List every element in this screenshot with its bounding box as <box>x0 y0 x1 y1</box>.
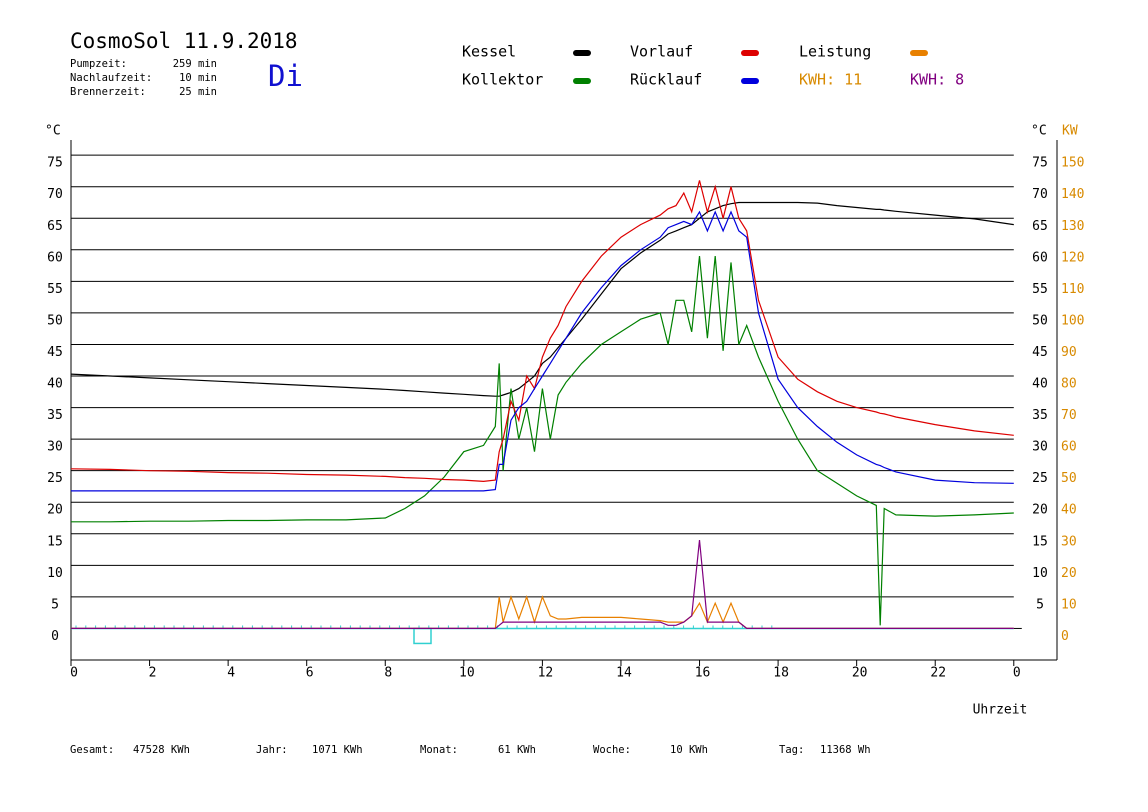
footer-label: Woche: <box>593 744 631 756</box>
x-tick-label: 10 <box>459 666 475 681</box>
x-tick-label: 6 <box>306 666 314 681</box>
y-tick-label-right: 55 <box>1032 282 1048 297</box>
legend-label: Kessel <box>462 43 516 61</box>
y2-tick-label: 60 <box>1061 440 1077 455</box>
y-tick-label-right: 10 <box>1032 566 1048 581</box>
y-tick-label: 60 <box>47 250 63 265</box>
y-tick-label: 10 <box>47 566 63 581</box>
footer-label: Gesamt: <box>70 744 114 756</box>
y2-tick-label: 30 <box>1061 534 1077 549</box>
y-axis-label: °C <box>45 124 61 139</box>
y-tick-label-right: 75 <box>1032 156 1048 171</box>
x-tick-label: 14 <box>616 666 632 681</box>
y-tick-label-right: 5 <box>1036 597 1044 612</box>
y-tick-label: 35 <box>47 408 63 423</box>
y-tick-label: 75 <box>47 156 63 171</box>
info-label: Pumpzeit: <box>70 58 127 70</box>
x-tick-label: 12 <box>538 666 554 681</box>
x-tick-label: 4 <box>227 666 235 681</box>
y-tick-label-right: 70 <box>1032 187 1048 202</box>
y2-tick-label: 10 <box>1061 597 1077 612</box>
series-line <box>71 210 1014 492</box>
x-tick-label: 20 <box>852 666 868 681</box>
y-tick-label: 25 <box>47 471 63 486</box>
footer-label: Monat: <box>420 744 458 756</box>
y-tick-label: 55 <box>47 282 63 297</box>
y2-tick-label: 50 <box>1061 471 1077 486</box>
info-value: 10 min <box>179 72 217 84</box>
y-tick-label: 45 <box>47 345 63 360</box>
x-tick-label: 16 <box>695 666 711 681</box>
x-tick-label: 0 <box>70 666 78 681</box>
x-tick-label: 8 <box>384 666 392 681</box>
y2-tick-label: 120 <box>1061 250 1084 265</box>
y2-tick-label: 70 <box>1061 408 1077 423</box>
legend-label: Kollektor <box>462 71 543 89</box>
y-tick-label: 20 <box>47 503 63 518</box>
y-tick-label: 0 <box>51 629 59 644</box>
info-value: 25 min <box>179 86 217 98</box>
series-line <box>71 540 1014 629</box>
footer-value: 61 KWh <box>498 744 536 756</box>
y-tick-label: 40 <box>47 377 63 392</box>
x-tick-label: 0 <box>1013 666 1021 681</box>
y-tick-label: 30 <box>47 440 63 455</box>
y2-tick-label: 110 <box>1061 282 1084 297</box>
x-tick-label: 22 <box>930 666 946 681</box>
y-tick-label-right: 30 <box>1032 440 1048 455</box>
y-tick-label-right: 50 <box>1032 313 1048 328</box>
y-tick-label-right: 40 <box>1032 377 1048 392</box>
x-tick-label: 18 <box>773 666 789 681</box>
y2-tick-label: 150 <box>1061 156 1084 171</box>
kwh-label: KWH: 11 <box>799 71 862 89</box>
y-tick-label: 65 <box>47 219 63 234</box>
info-value: 259 min <box>173 58 217 70</box>
footer-value: 47528 KWh <box>133 744 190 756</box>
y-tick-label-right: 35 <box>1032 408 1048 423</box>
weekday: Di <box>268 59 303 93</box>
info-label: Nachlaufzeit: <box>70 72 152 84</box>
series-line <box>70 201 1014 397</box>
y-tick-label-right: 60 <box>1032 250 1048 265</box>
y-tick-label: 5 <box>51 597 59 612</box>
x-tick-label: 2 <box>149 666 157 681</box>
x-axis-label: Uhrzeit <box>973 703 1028 718</box>
series-line <box>70 180 1014 483</box>
y2-tick-label: 140 <box>1061 187 1084 202</box>
kwh-label: KWH: 8 <box>910 71 964 89</box>
y2-axis-label: °C <box>1031 124 1047 139</box>
info-label: Brennerzeit: <box>70 86 146 98</box>
y2-tick-label: 20 <box>1061 566 1077 581</box>
y2-axis-label: KW <box>1062 124 1078 139</box>
legend-label: Rücklauf <box>630 71 702 89</box>
legend-label: Leistung <box>799 43 871 61</box>
footer-value: 11368 Wh <box>820 744 871 756</box>
series-line <box>71 256 1014 626</box>
y2-tick-label: 0 <box>1061 629 1069 644</box>
footer-label: Tag: <box>779 744 804 756</box>
y-tick-label: 70 <box>47 187 63 202</box>
y2-tick-label: 40 <box>1061 503 1077 518</box>
legend-label: Vorlauf <box>630 43 693 61</box>
y-tick-label-right: 25 <box>1032 471 1048 486</box>
footer-label: Jahr: <box>256 744 288 756</box>
y-tick-label-right: 65 <box>1032 219 1048 234</box>
y2-tick-label: 100 <box>1061 313 1084 328</box>
chart-title: CosmoSol 11.9.2018 <box>70 29 298 53</box>
footer-value: 10 KWh <box>670 744 708 756</box>
y-tick-label: 15 <box>47 534 63 549</box>
y2-tick-label: 130 <box>1061 219 1084 234</box>
y2-tick-label: 80 <box>1061 377 1077 392</box>
footer-value: 1071 KWh <box>312 744 363 756</box>
y-tick-label-right: 20 <box>1032 503 1048 518</box>
y-tick-label-right: 45 <box>1032 345 1048 360</box>
y-tick-label-right: 15 <box>1032 534 1048 549</box>
y-tick-label: 50 <box>47 313 63 328</box>
y2-tick-label: 90 <box>1061 345 1077 360</box>
